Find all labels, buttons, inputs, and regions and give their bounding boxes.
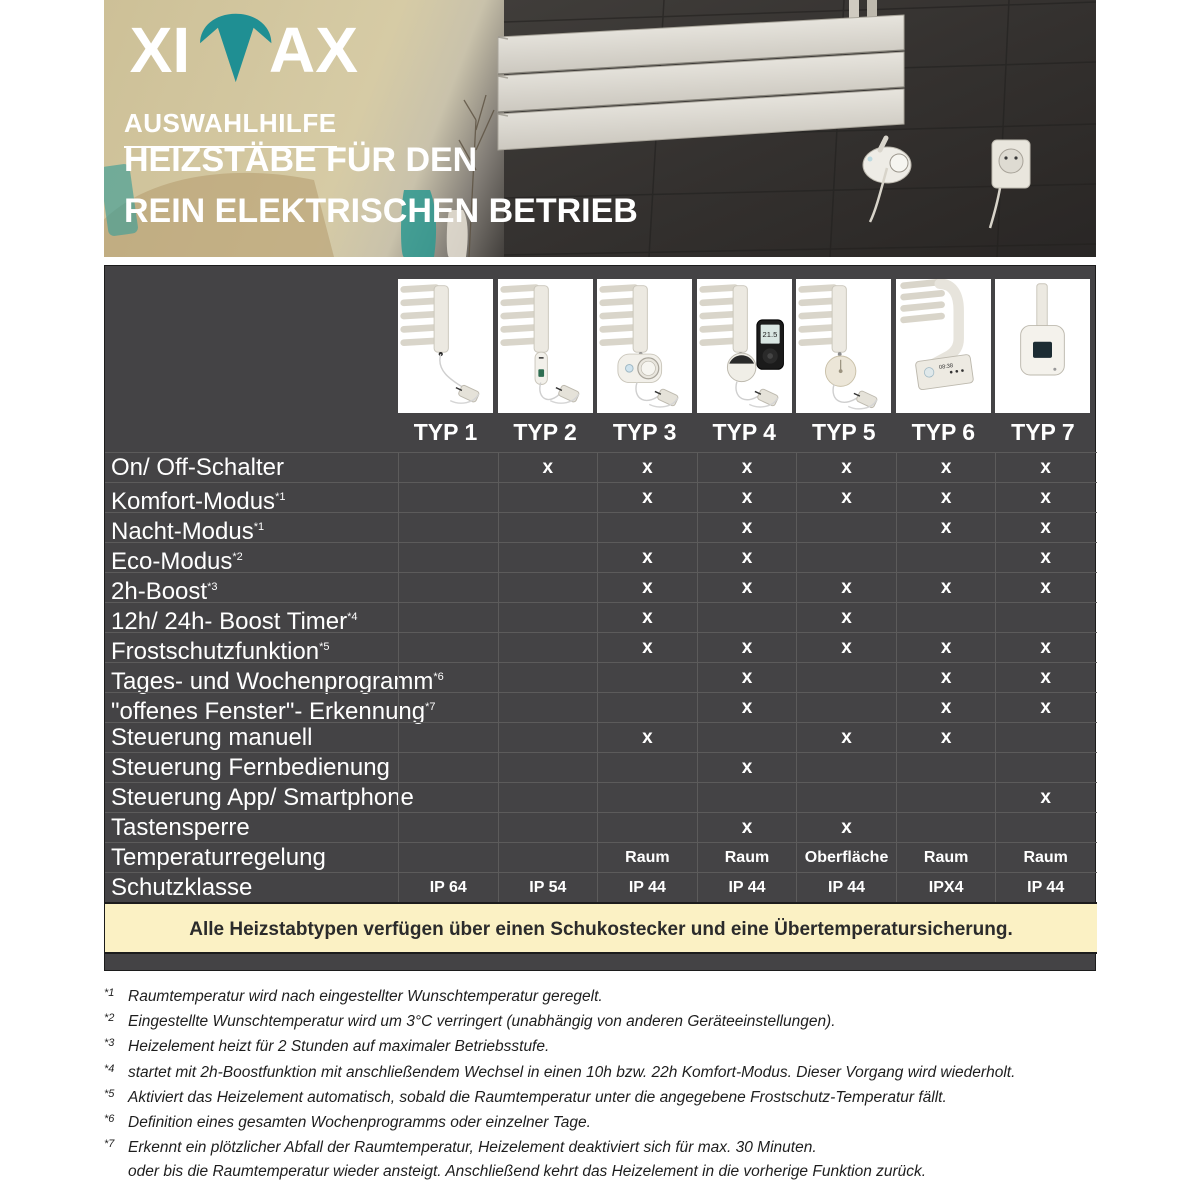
svg-text:21.5: 21.5 xyxy=(762,330,777,339)
svg-text:AX: AX xyxy=(269,14,358,84)
svg-text:XI: XI xyxy=(130,14,191,84)
